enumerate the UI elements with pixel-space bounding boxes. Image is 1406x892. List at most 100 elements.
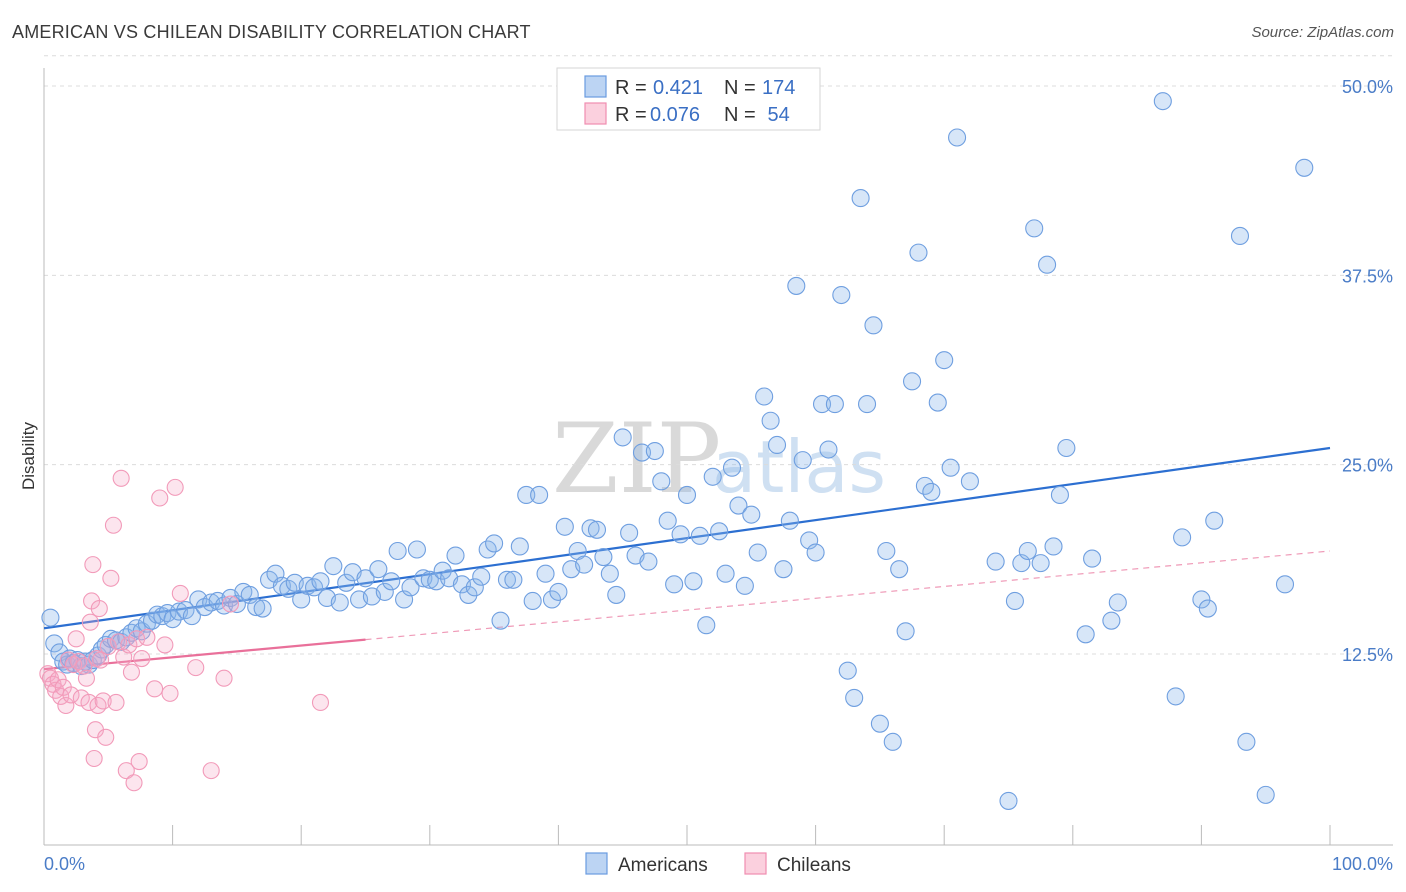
x-tick-label-max: 100.0% [1332, 854, 1393, 874]
americans-point [941, 458, 960, 477]
americans-point [1192, 590, 1211, 609]
americans-point [142, 611, 162, 630]
americans-point [401, 578, 420, 597]
americans-point [1230, 226, 1250, 246]
chileans-point [161, 684, 179, 702]
americans-point [1205, 511, 1224, 530]
axes [43, 68, 1393, 846]
legend-n-label-1: N = [724, 77, 756, 99]
americans-point [697, 616, 716, 635]
americans-point [999, 791, 1018, 810]
americans-point [838, 661, 857, 680]
americans-point [330, 593, 349, 612]
chileans-point [67, 630, 85, 648]
bottom-legend-chileans: Chileans [777, 855, 851, 876]
americans-point [420, 570, 439, 589]
americans-point [158, 604, 177, 623]
chileans-point [112, 469, 130, 487]
americans-point [137, 614, 156, 633]
americans-point [491, 611, 510, 630]
americans-point [153, 607, 172, 626]
americans-trend-line [44, 446, 1331, 630]
chileans-point [187, 659, 205, 677]
americans-point [729, 496, 748, 515]
americans-point [677, 485, 697, 505]
americans-point [1025, 219, 1044, 238]
chileans-point [166, 478, 184, 496]
americans-point [1018, 541, 1037, 561]
americans-point [806, 543, 825, 562]
americans-point [780, 511, 799, 530]
americans-point [587, 520, 607, 539]
americans-point [375, 582, 394, 601]
americans-points [41, 92, 1314, 810]
americans-point [530, 485, 549, 505]
legend-n-value-2: 54 [762, 104, 790, 126]
americans-point [472, 567, 491, 586]
americans-point [369, 560, 388, 579]
legend-n-value-1: 174 [762, 77, 795, 99]
chileans-point [81, 613, 99, 631]
chileans-point [70, 653, 88, 671]
americans-point [1050, 485, 1069, 505]
americans-point [1153, 92, 1172, 111]
chileans-point [171, 584, 189, 602]
source-label: Source: ZipAtlas.com [1251, 24, 1394, 41]
chileans-point [80, 693, 98, 712]
legend-r-label-1: R = [615, 77, 647, 99]
americans-point [594, 548, 613, 567]
americans-point [948, 128, 967, 147]
y-tick-label: 12.5% [1342, 645, 1393, 665]
americans-point [163, 610, 182, 629]
americans-point [1237, 732, 1256, 751]
americans-point [767, 435, 787, 455]
americans-point [870, 714, 889, 733]
americans-point [710, 522, 729, 541]
americans-point [883, 732, 902, 751]
americans-point [787, 276, 806, 295]
chileans-point [104, 516, 122, 534]
americans-point [742, 505, 761, 524]
chileans-point [151, 489, 169, 507]
americans-point [703, 467, 722, 486]
americans-point [407, 540, 426, 559]
americans-point [960, 472, 979, 491]
americans-point [311, 572, 330, 591]
legend-r-value-1: 0.421 [653, 77, 703, 99]
legend-swatch-americans [584, 75, 607, 98]
chileans-point [146, 680, 164, 698]
y-tick-label: 25.0% [1342, 456, 1393, 476]
legend-r-label-2: R = [615, 104, 647, 126]
chileans-point [110, 633, 128, 651]
americans-point [581, 519, 600, 538]
americans-point [665, 575, 684, 594]
chileans-point [62, 686, 80, 704]
americans-point [446, 546, 465, 565]
americans-point [575, 555, 594, 574]
americans-point [542, 590, 562, 609]
y-axis-label: Disability [19, 421, 38, 490]
americans-point [825, 395, 844, 414]
chileans-point [92, 651, 110, 669]
americans-point [909, 243, 928, 262]
americans-point [1031, 554, 1050, 573]
americans-point [716, 564, 735, 583]
americans-point [41, 608, 60, 627]
y-tick-label: 37.5% [1342, 266, 1393, 286]
americans-point [337, 573, 356, 592]
legend-r-value-2: 0.076 [650, 104, 700, 126]
americans-point [613, 428, 632, 447]
chileans-point [99, 637, 117, 655]
americans-point [485, 534, 504, 553]
americans-point [658, 511, 677, 530]
legend-swatch-chileans [584, 102, 607, 125]
chileans-trend-line-dashed [365, 550, 1331, 641]
americans-point [645, 441, 664, 461]
y-tick-labels: 12.5% 25.0% 37.5% 50.0% [1342, 77, 1393, 665]
americans-point [671, 525, 690, 544]
chileans-point [221, 595, 240, 613]
americans-point [523, 591, 542, 611]
americans-point [555, 517, 574, 536]
americans-point [857, 395, 877, 414]
